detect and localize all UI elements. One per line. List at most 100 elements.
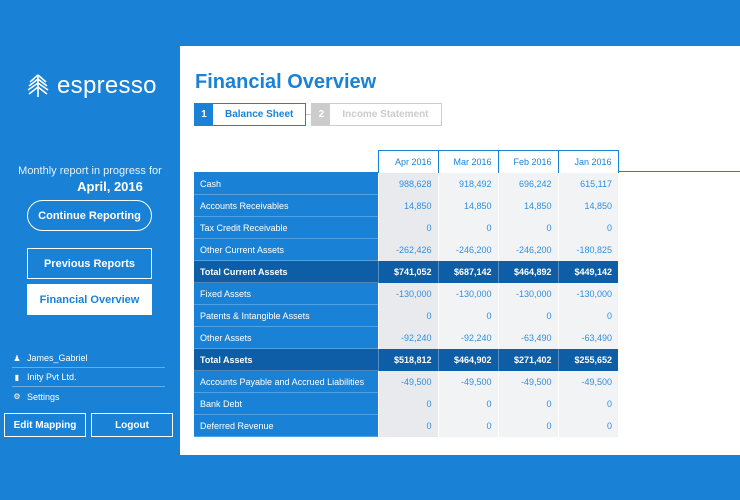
settings-row[interactable]: ⚙ Settings [12, 387, 165, 406]
value-cell: 0 [497, 304, 558, 327]
table-row: Tax Credit Receivable 0 0 0 0 [194, 216, 618, 239]
value-cell: $464,892 [497, 260, 558, 283]
settings-label: Settings [27, 391, 60, 402]
value-cell: 0 [377, 392, 438, 415]
table-row: Cash 988,628 918,492 696,242 615,117 [194, 172, 618, 195]
value-cell: -63,490 [497, 326, 558, 349]
value-cell: 14,850 [377, 194, 438, 217]
value-cell: -49,500 [497, 370, 558, 393]
row-label: Deferred Revenue [194, 414, 378, 437]
value-cell: 14,850 [437, 194, 498, 217]
value-cell: 0 [437, 216, 498, 239]
value-cell: 14,850 [557, 194, 618, 217]
financial-overview-button[interactable]: Financial Overview [27, 284, 152, 315]
column-header[interactable]: Feb 2016 [497, 150, 558, 173]
row-label: Tax Credit Receivable [194, 216, 378, 239]
value-cell: -49,500 [377, 370, 438, 393]
step-number: 2 [312, 104, 331, 125]
table-total-row: Total Assets $518,812 $464,902 $271,402 $255… [194, 348, 618, 371]
value-cell: $464,902 [437, 348, 498, 371]
value-cell: 0 [497, 392, 558, 415]
value-cell: 0 [437, 304, 498, 327]
value-cell: 14,850 [497, 194, 558, 217]
column-header[interactable]: Mar 2016 [437, 150, 498, 173]
leaf-icon [27, 74, 49, 97]
user-icon: ♟ [13, 353, 21, 363]
value-cell: -246,200 [497, 238, 558, 261]
table-row: Deferred Revenue 0 0 0 0 [194, 414, 618, 437]
row-label: Accounts Payable and Accrued Liabilities [194, 370, 378, 393]
company-row[interactable]: ▮ Inity Pvt Ltd. [12, 368, 165, 387]
value-cell: -92,240 [437, 326, 498, 349]
table-row: Bank Debt 0 0 0 0 [194, 392, 618, 415]
value-cell: 0 [557, 392, 618, 415]
value-cell: 0 [557, 414, 618, 437]
user-menu: ♟ James_Gabriel ▮ Inity Pvt Ltd. ⚙ Setti… [12, 349, 165, 406]
step-connector [306, 114, 312, 115]
row-label: Cash [194, 172, 378, 195]
step-label: Balance Sheet [225, 109, 294, 120]
tab-balance-sheet[interactable]: 1 Balance Sheet [194, 103, 307, 126]
row-label: Total Current Assets [194, 260, 378, 283]
value-cell: 988,628 [377, 172, 438, 195]
value-cell: 0 [557, 304, 618, 327]
row-label: Total Assets [194, 348, 378, 371]
value-cell: -130,000 [437, 282, 498, 305]
table-row: Other Assets -92,240 -92,240 -63,490 -63,490 [194, 326, 618, 349]
brand-logo[interactable]: espresso [27, 72, 157, 100]
tab-income-statement[interactable]: 2 Income Statement [311, 103, 442, 126]
step-tabs: 1 Balance Sheet 2 Income Statement [194, 103, 442, 126]
step-label: Income Statement [342, 109, 429, 120]
value-cell: 615,117 [557, 172, 618, 195]
value-cell: 696,242 [497, 172, 558, 195]
logout-button[interactable]: Logout [91, 413, 173, 437]
value-cell: -130,000 [497, 282, 558, 305]
value-cell: $271,402 [497, 348, 558, 371]
column-header[interactable]: Apr 2016 [377, 150, 438, 173]
sidebar: espresso Monthly report in progress for … [0, 46, 180, 455]
table-row: Other Current Assets -262,426 -246,200 -246… [194, 238, 618, 261]
value-cell: 0 [437, 392, 498, 415]
table-header-row: Apr 2016 Mar 2016 Feb 2016 Jan 2016 [194, 150, 619, 173]
row-label: Other Current Assets [194, 238, 378, 261]
table-total-row: Total Current Assets $741,052 $687,142 $464… [194, 260, 618, 283]
value-cell: -180,825 [557, 238, 618, 261]
table-row: Patents & Intangible Assets 0 0 0 0 [194, 304, 618, 327]
value-cell: -130,000 [377, 282, 438, 305]
table-row: Accounts Receivables 14,850 14,850 14,850 14… [194, 194, 618, 217]
user-name-row[interactable]: ♟ James_Gabriel [12, 349, 165, 368]
value-cell: 0 [377, 414, 438, 437]
balance-sheet-table: Apr 2016 Mar 2016 Feb 2016 Jan 2016 Cash… [194, 150, 619, 437]
value-cell: 918,492 [437, 172, 498, 195]
user-name: James_Gabriel [27, 353, 88, 363]
value-cell: $518,812 [377, 348, 438, 371]
page-title: Financial Overview [195, 71, 377, 93]
value-cell: 0 [437, 414, 498, 437]
bottom-band [0, 455, 740, 500]
previous-reports-button[interactable]: Previous Reports [27, 248, 152, 279]
edit-mapping-button[interactable]: Edit Mapping [4, 413, 86, 437]
value-cell: -49,500 [557, 370, 618, 393]
brand-name: espresso [57, 72, 157, 99]
value-cell: -246,200 [437, 238, 498, 261]
report-month: April, 2016 [77, 179, 143, 194]
value-cell: -130,000 [557, 282, 618, 305]
value-cell: -92,240 [377, 326, 438, 349]
value-cell: $255,652 [557, 348, 618, 371]
value-cell: -262,426 [377, 238, 438, 261]
value-cell: 0 [377, 216, 438, 239]
value-cell: $741,052 [377, 260, 438, 283]
value-cell: $449,142 [557, 260, 618, 283]
continue-reporting-button[interactable]: Continue Reporting [27, 200, 152, 231]
row-label: Other Assets [194, 326, 378, 349]
value-cell: 0 [497, 414, 558, 437]
value-cell: -49,500 [437, 370, 498, 393]
table-row: Fixed Assets -130,000 -130,000 -130,000 -130… [194, 282, 618, 305]
row-label: Accounts Receivables [194, 194, 378, 217]
value-cell: -63,490 [557, 326, 618, 349]
gear-icon: ⚙ [13, 392, 21, 401]
top-band [0, 0, 740, 46]
value-cell: 0 [377, 304, 438, 327]
step-number: 1 [195, 104, 213, 125]
column-header[interactable]: Jan 2016 [557, 150, 619, 173]
